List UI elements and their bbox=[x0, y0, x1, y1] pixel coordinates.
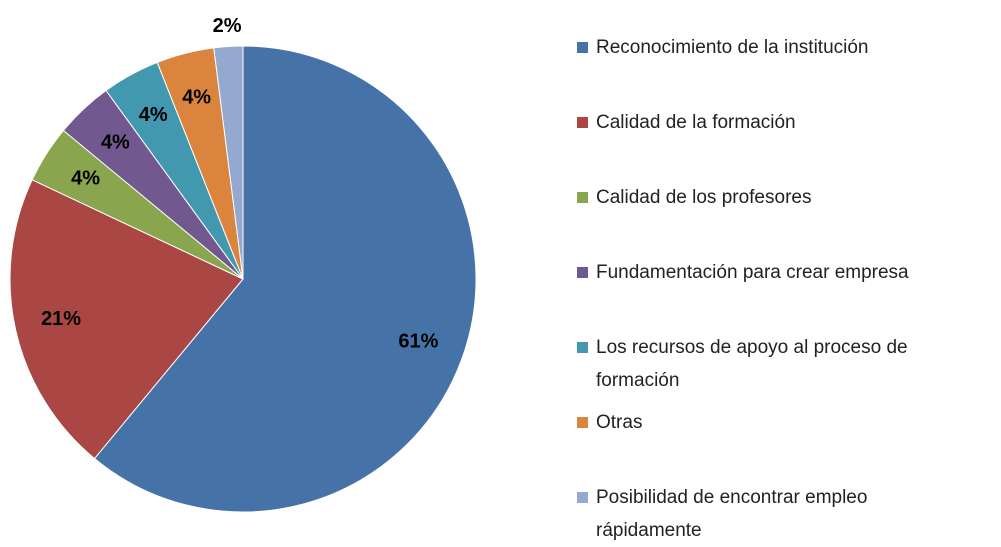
legend-swatch bbox=[577, 492, 588, 503]
chart: 61%21%4%4%4%4%2% bbox=[9, 15, 477, 513]
legend-swatch bbox=[577, 267, 588, 278]
legend-item: Reconocimiento de la institución bbox=[577, 31, 977, 64]
legend-label: Calidad de la formación bbox=[596, 112, 796, 133]
legend-item: Calidad de los profesores bbox=[577, 181, 977, 214]
legend-label: Posibilidad de encontrar empleo rápidame… bbox=[596, 487, 868, 541]
data-label: 61% bbox=[398, 330, 438, 352]
legend-label: Reconocimiento de la institución bbox=[596, 37, 869, 58]
data-label: 2% bbox=[213, 15, 242, 37]
pie-slice bbox=[93, 45, 477, 513]
legend-swatch bbox=[577, 342, 588, 353]
legend-swatch bbox=[577, 192, 588, 203]
data-label: 4% bbox=[139, 104, 168, 126]
legend-item: Calidad de la formación bbox=[577, 106, 977, 139]
data-label: 21% bbox=[41, 308, 81, 330]
legend-swatch bbox=[577, 42, 588, 53]
data-label: 4% bbox=[71, 167, 100, 189]
legend-label: Fundamentación para crear empresa bbox=[596, 262, 909, 283]
legend-swatch bbox=[577, 417, 588, 428]
legend-label: Los recursos de apoyo al proceso de form… bbox=[596, 337, 908, 391]
legend-label: Calidad de los profesores bbox=[596, 187, 812, 208]
pie-slice bbox=[213, 45, 244, 280]
data-label: 4% bbox=[182, 87, 211, 109]
legend-item: Posibilidad de encontrar empleo rápidame… bbox=[577, 481, 977, 547]
legend-item: Otras bbox=[577, 406, 977, 439]
legend-swatch bbox=[577, 117, 588, 128]
pie-slice bbox=[9, 179, 244, 460]
legend-item: Los recursos de apoyo al proceso de form… bbox=[577, 331, 977, 397]
data-label: 4% bbox=[101, 131, 130, 153]
legend-label: Otras bbox=[596, 412, 643, 433]
legend-item: Fundamentación para crear empresa bbox=[577, 256, 977, 289]
